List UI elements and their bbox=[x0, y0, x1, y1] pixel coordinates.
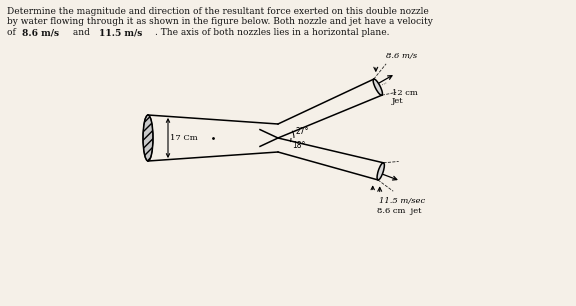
Text: 11.5 m/s: 11.5 m/s bbox=[99, 28, 142, 37]
Ellipse shape bbox=[373, 79, 382, 95]
Text: 17 Cm: 17 Cm bbox=[170, 134, 198, 142]
Text: and: and bbox=[70, 28, 93, 37]
Text: 8.6 cm  jet: 8.6 cm jet bbox=[377, 207, 421, 215]
Ellipse shape bbox=[143, 115, 153, 161]
Text: of: of bbox=[7, 28, 18, 37]
Text: . The axis of both nozzles lies in a horizontal plane.: . The axis of both nozzles lies in a hor… bbox=[155, 28, 389, 37]
Text: by water flowing through it as shown in the figure below. Both nozzle and jet ha: by water flowing through it as shown in … bbox=[7, 17, 433, 27]
Text: Jet: Jet bbox=[392, 97, 403, 105]
Text: 11.5 m/sec: 11.5 m/sec bbox=[378, 197, 425, 205]
Text: 27°: 27° bbox=[295, 126, 309, 136]
Text: 8.6 m/s: 8.6 m/s bbox=[22, 28, 59, 37]
Text: 12 cm: 12 cm bbox=[392, 89, 418, 97]
Text: Determine the magnitude and direction of the resultant force exerted on this dou: Determine the magnitude and direction of… bbox=[7, 7, 429, 16]
Text: 8.6 m/s: 8.6 m/s bbox=[386, 52, 417, 60]
Text: 18°: 18° bbox=[292, 141, 305, 151]
Ellipse shape bbox=[377, 163, 384, 180]
